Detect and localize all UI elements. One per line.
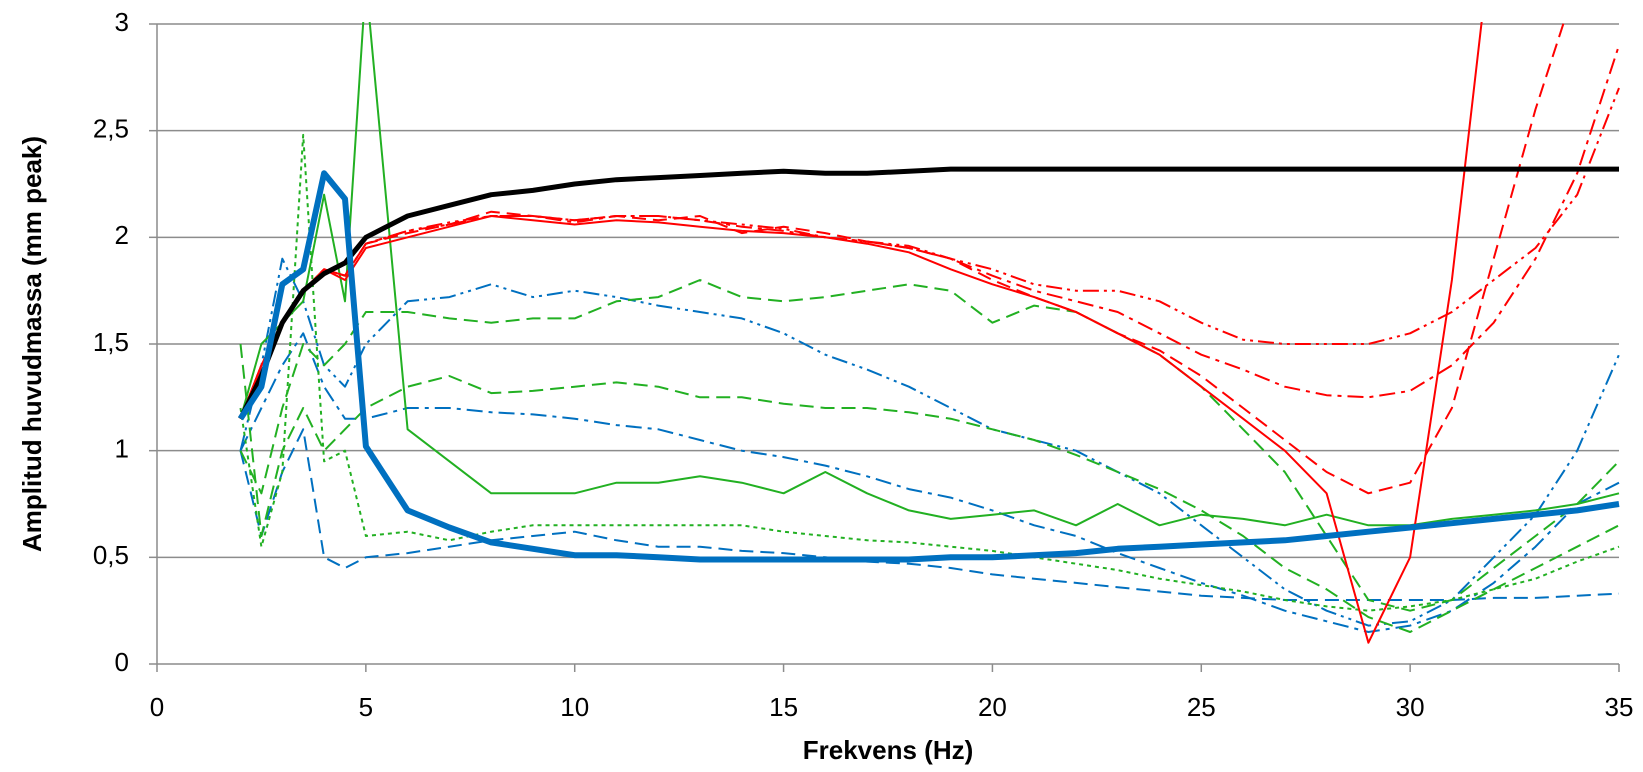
x-tick-label: 20 bbox=[978, 692, 1007, 722]
x-tick-label: 15 bbox=[769, 692, 798, 722]
x-tick-label: 30 bbox=[1396, 692, 1425, 722]
series-line bbox=[239, 22, 1620, 527]
series-line bbox=[239, 133, 1620, 612]
x-tick-label: 25 bbox=[1187, 692, 1216, 722]
series-line bbox=[237, 170, 1620, 563]
series-line bbox=[239, 257, 1620, 627]
series-line bbox=[239, 44, 1620, 420]
series-line bbox=[239, 279, 1620, 612]
x-tick-label: 35 bbox=[1605, 692, 1634, 722]
y-tick-label: 0 bbox=[115, 647, 129, 677]
series-line bbox=[239, 87, 1620, 420]
y-tick-label: 2,5 bbox=[93, 114, 129, 144]
plot-area bbox=[237, 22, 1620, 644]
series-line bbox=[238, 166, 1619, 420]
y-tick-label: 0,5 bbox=[93, 540, 129, 570]
y-tick-label: 1,5 bbox=[93, 327, 129, 357]
series-line bbox=[239, 22, 1565, 495]
x-axis-label: Frekvens (Hz) bbox=[803, 735, 974, 765]
x-tick-label: 5 bbox=[359, 692, 373, 722]
y-tick-label: 2 bbox=[115, 220, 129, 250]
y-axis-label: Amplitud huvudmassa (mm peak) bbox=[17, 136, 47, 552]
x-tick-label: 0 bbox=[150, 692, 164, 722]
series-line bbox=[239, 22, 1483, 644]
x-tick-label: 10 bbox=[560, 692, 589, 722]
series-line bbox=[239, 332, 1620, 633]
series-line bbox=[239, 343, 1620, 633]
y-tick-label: 1 bbox=[115, 434, 129, 464]
grid: 00,511,522,530 5 10 15 20 25 30 35 bbox=[93, 7, 1634, 722]
y-tick-label: 3 bbox=[115, 7, 129, 37]
